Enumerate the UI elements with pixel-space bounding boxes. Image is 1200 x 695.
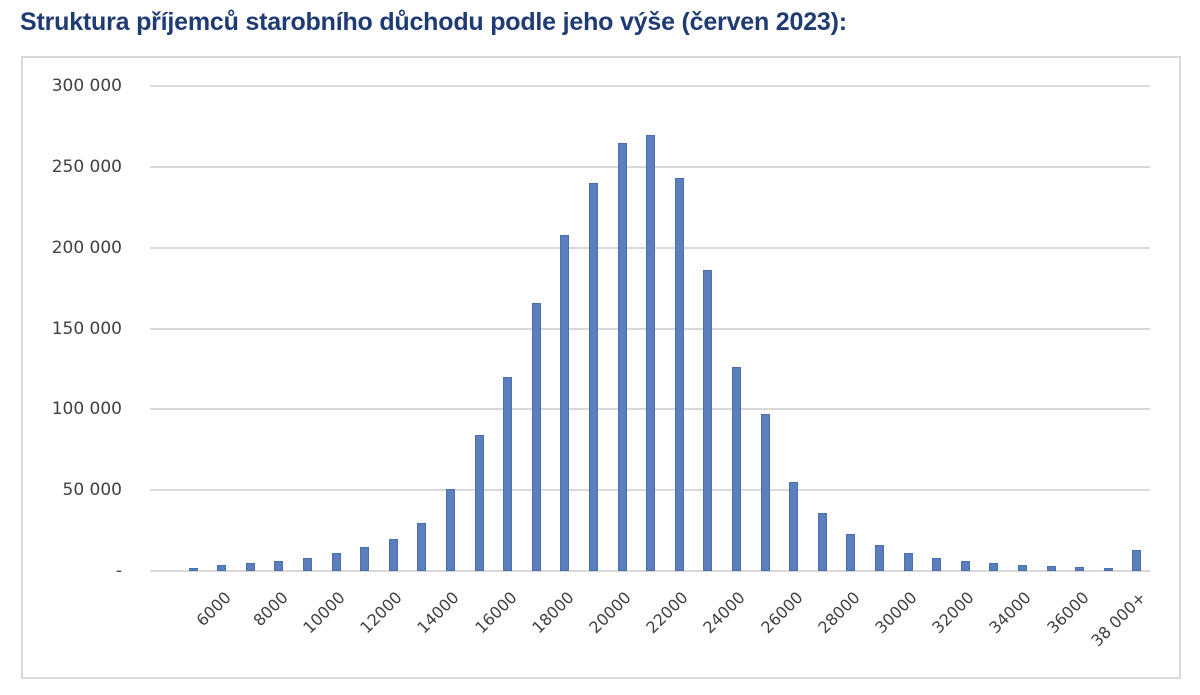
bar-6000 — [217, 564, 227, 571]
gridline — [150, 85, 1150, 87]
bar-36000 — [1075, 566, 1085, 571]
bar-12000 — [388, 538, 398, 571]
bar-29000 — [874, 545, 884, 571]
bar-13000 — [417, 522, 427, 571]
y-tick-label: 300 000 — [51, 76, 122, 96]
y-tick-label: 50 000 — [62, 480, 122, 501]
bar-8000 — [274, 561, 284, 571]
bar-24000 — [731, 367, 741, 571]
bar-33000 — [989, 562, 999, 571]
bar-22000 — [674, 178, 684, 571]
y-tick-label: 200 000 — [51, 237, 122, 258]
bar-23000 — [703, 270, 713, 571]
bar-19000 — [588, 183, 598, 571]
bar-25000 — [760, 414, 770, 571]
bar-28000 — [846, 533, 856, 571]
bar-21000 — [646, 134, 656, 571]
gridline — [150, 570, 1150, 572]
y-tick-label: - — [115, 561, 122, 581]
bar-18000 — [560, 234, 570, 571]
bar-37000 — [1103, 567, 1113, 571]
y-tick-label: 100 000 — [51, 399, 122, 420]
chart-title: Struktura příjemců starobního důchodu po… — [20, 8, 847, 36]
chart-frame — [21, 56, 1181, 679]
bar-7000 — [245, 562, 255, 571]
y-tick-label: 150 000 — [51, 318, 122, 339]
bar-14000 — [445, 488, 455, 571]
bar-16000 — [503, 377, 513, 571]
bar-17000 — [531, 302, 541, 571]
bar-32000 — [960, 561, 970, 571]
bar-11000 — [360, 546, 370, 571]
bar-27000 — [817, 512, 827, 571]
bar-34000 — [1017, 564, 1027, 571]
bar-15000 — [474, 435, 484, 571]
bar-9000 — [302, 558, 312, 571]
bar-26000 — [789, 482, 799, 571]
bar-35000 — [1046, 566, 1056, 571]
bar-38000 — [1132, 549, 1142, 571]
bar-31000 — [932, 558, 942, 571]
bar-20000 — [617, 142, 627, 571]
bar-10000 — [331, 553, 341, 571]
bar-5000 — [188, 567, 198, 571]
bar-30000 — [903, 553, 913, 571]
y-tick-label: 250 000 — [51, 156, 122, 177]
